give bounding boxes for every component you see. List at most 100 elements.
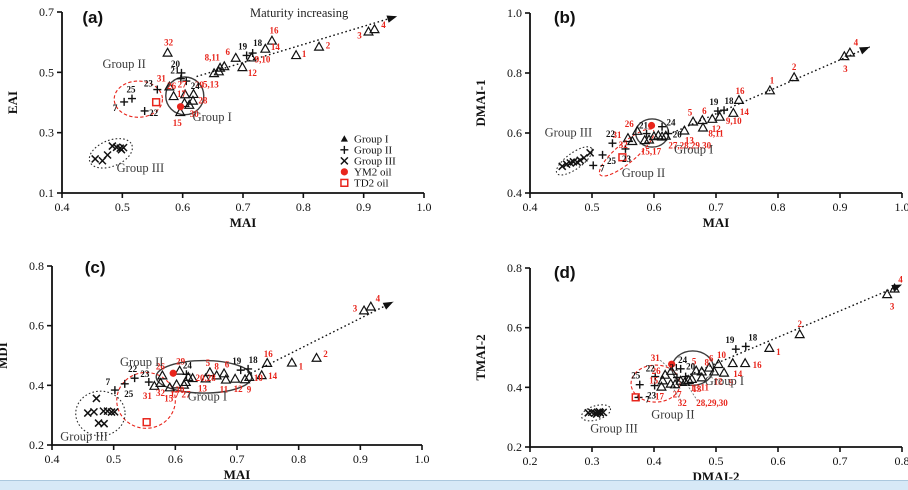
group2-plus-marker: [182, 77, 191, 86]
sample-number-label: 23: [647, 391, 657, 401]
x-tick-label: 0.7: [236, 200, 251, 214]
sample-number-label: 18: [725, 96, 735, 106]
data-points: [83, 300, 377, 428]
group2-plus-marker: [120, 97, 129, 106]
sample-number-label: 15: [173, 118, 183, 128]
trend-dotted-line: [196, 15, 398, 78]
group2-plus-marker: [731, 345, 740, 354]
group1-triangle-marker: [763, 342, 775, 352]
sample-number-label: 14: [733, 369, 743, 379]
group1-triangle-marker: [665, 365, 677, 375]
sample-number-label: 1: [302, 49, 307, 59]
group-label: Group I: [674, 143, 713, 157]
group2-plus-marker: [236, 366, 245, 375]
sample-number-label: 20: [673, 130, 683, 140]
group2-plus-marker: [144, 378, 153, 387]
group1-triangle-marker: [178, 379, 190, 389]
x-tick-label: 0.7: [230, 452, 245, 466]
legend-item-label: Group III: [354, 155, 396, 167]
sample-number-label: 15: [164, 393, 174, 403]
sample-number-label: 13: [685, 136, 695, 146]
ym2-oil-marker: [169, 369, 177, 377]
leader-line: [659, 359, 671, 370]
group2-plus-marker: [658, 122, 667, 131]
group2-plus-marker: [635, 380, 644, 389]
group2-plus-marker: [621, 144, 630, 153]
x-tick-label: 0.4: [647, 454, 662, 468]
group1-triangle-marker: [171, 378, 182, 389]
sample-number-label: 23: [140, 369, 150, 379]
sample-number-label: 5: [206, 358, 211, 368]
x-tick-label: 1.0: [895, 200, 908, 214]
sample-number-label: 17: [170, 389, 180, 399]
group1-triangle-marker: [622, 132, 634, 143]
group1-triangle-marker: [889, 282, 900, 293]
window-bottom-strip: [0, 480, 908, 490]
x-tick-label: 0.8: [895, 454, 908, 468]
x-tick-label: 0.6: [175, 200, 190, 214]
group2-ellipse: [116, 371, 176, 429]
sample-number-label: 19: [238, 41, 248, 51]
sample-number-label: 22: [149, 108, 159, 118]
group1-triangle-marker: [678, 124, 690, 135]
chart-c-svg: 0.4 0.5 0.6 0.7 0.8 0.9 1.00.20.40.60.8MAIMDI(…: [0, 258, 430, 482]
maturity-trend-arrow: Maturity increasing: [196, 6, 398, 78]
group-label: Group III: [590, 421, 638, 435]
sample-number-label: 27: [178, 79, 188, 89]
sample-number-label: 13: [198, 383, 208, 393]
group1-triangle-marker: [220, 374, 232, 384]
group1-triangle-marker: [365, 300, 377, 311]
maturity-trend-arrow: [672, 46, 871, 134]
x-tick-label: 0.8: [296, 200, 311, 214]
x-tick-label: 1.0: [417, 200, 432, 214]
x-axis-title: MAI: [230, 215, 257, 230]
sample-number-label: 21: [170, 66, 180, 76]
group1-triangle-marker: [179, 88, 191, 99]
group2-plus-marker: [140, 106, 149, 115]
y-tick-label: 0.4: [507, 380, 522, 394]
group1-triangle-marker: [687, 115, 699, 126]
x-tick-label: 0.6: [168, 452, 183, 466]
td2-oil-marker: [631, 393, 640, 402]
sample-number-label: 16: [264, 349, 274, 359]
group3-x-marker: [340, 156, 349, 165]
sample-number-label: 17: [177, 89, 187, 99]
sample-number-label: 7: [106, 377, 111, 387]
sample-number-label: 6: [226, 47, 231, 57]
group1-triangle-marker: [286, 357, 298, 367]
sample-number-label: 8: [214, 361, 219, 371]
group-labels: Group III Group II Group I: [545, 126, 714, 181]
sample-number-label: 25: [631, 371, 641, 381]
group1-triangle-marker: [163, 80, 175, 91]
sample-number-label: 8,11: [205, 52, 221, 62]
y-axis-title: MDI: [0, 342, 10, 369]
group3-x-marker: [83, 409, 92, 418]
group-labels: Group II Group I Group III: [102, 57, 231, 175]
trend-dotted-line: [250, 301, 394, 375]
sample-number-label: 31: [651, 353, 661, 363]
sample-number-label: 22: [606, 129, 616, 139]
group1-triangle-marker: [290, 49, 302, 60]
leader-labels: 31 32 28,29,30: [651, 353, 728, 408]
point-labels: 12 345 68,119,10121314162627,28,29,3015,17…: [600, 38, 859, 174]
y-tick-label: 0.8: [507, 66, 522, 80]
group1-triangle-marker: [714, 111, 726, 121]
group2-plus-marker: [110, 386, 119, 395]
panel-tag: (b): [554, 8, 576, 27]
group-label: Group II: [120, 355, 163, 369]
sample-number-label: 20: [686, 362, 696, 372]
sample-number-label: 5,13: [203, 79, 219, 89]
x-tick-label: 0.8: [291, 452, 306, 466]
sample-number-label: 23: [144, 79, 154, 89]
group2-plus-marker: [681, 372, 690, 381]
group1-triangle-marker: [727, 107, 739, 117]
sample-number-label: 16: [269, 26, 279, 36]
group1-triangle-marker: [236, 61, 248, 72]
x-tick-label: 0.2: [523, 454, 538, 468]
sample-number-label: 11: [220, 385, 229, 395]
group1-triangle-marker: [187, 95, 199, 105]
leader-line: [671, 385, 682, 401]
